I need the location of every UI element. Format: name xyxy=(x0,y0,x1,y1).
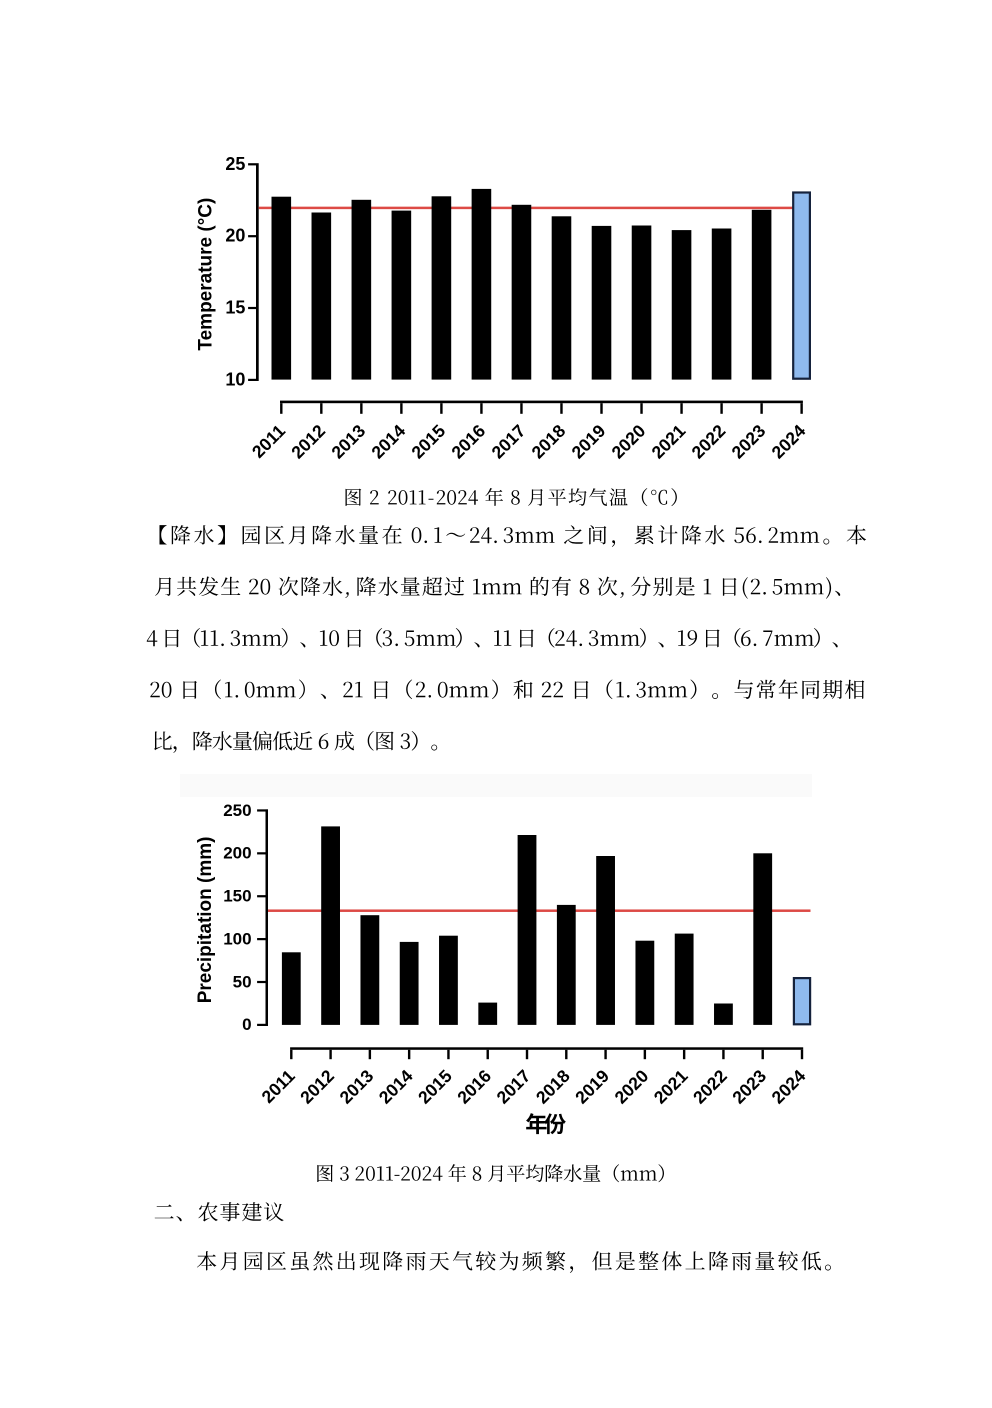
svg-text:2015: 2015 xyxy=(407,421,449,463)
svg-text:2018: 2018 xyxy=(532,1066,574,1108)
svg-text:100: 100 xyxy=(223,929,251,948)
svg-text:50: 50 xyxy=(233,972,252,991)
svg-text:2021: 2021 xyxy=(650,1066,692,1108)
svg-text:2013: 2013 xyxy=(327,421,369,463)
svg-text:2017: 2017 xyxy=(488,421,530,463)
svg-text:2021: 2021 xyxy=(648,421,690,463)
svg-text:150: 150 xyxy=(223,887,251,906)
svg-text:2023: 2023 xyxy=(728,421,770,463)
svg-text:2011: 2011 xyxy=(248,421,289,462)
svg-text:250: 250 xyxy=(223,801,251,820)
svg-text:2019: 2019 xyxy=(568,421,610,463)
svg-text:Temperature (°C): Temperature (°C) xyxy=(195,198,216,351)
svg-text:2012: 2012 xyxy=(296,1066,338,1108)
svg-text:2020: 2020 xyxy=(611,1066,653,1108)
svg-text:Precipitation (mm): Precipitation (mm) xyxy=(195,836,216,1003)
svg-text:2022: 2022 xyxy=(688,421,730,463)
svg-text:0: 0 xyxy=(242,1015,251,1034)
svg-text:2017: 2017 xyxy=(493,1066,535,1108)
svg-text:2013: 2013 xyxy=(336,1066,378,1108)
svg-text:25: 25 xyxy=(225,154,245,174)
svg-text:10: 10 xyxy=(225,369,245,389)
svg-text:2016: 2016 xyxy=(453,1066,495,1108)
svg-text:2024: 2024 xyxy=(768,1066,810,1108)
svg-text:2022: 2022 xyxy=(689,1066,731,1108)
svg-text:2020: 2020 xyxy=(608,421,650,463)
svg-text:2014: 2014 xyxy=(367,421,409,463)
svg-text:2018: 2018 xyxy=(528,421,570,463)
svg-text:2016: 2016 xyxy=(447,421,489,463)
svg-text:2012: 2012 xyxy=(287,421,329,463)
svg-text:2024: 2024 xyxy=(768,421,810,463)
svg-text:20: 20 xyxy=(225,226,245,246)
svg-text:200: 200 xyxy=(223,844,251,863)
svg-text:2011: 2011 xyxy=(258,1066,299,1107)
svg-text:2014: 2014 xyxy=(375,1066,417,1108)
svg-text:2023: 2023 xyxy=(728,1066,770,1108)
svg-text:2019: 2019 xyxy=(571,1066,613,1108)
svg-text:15: 15 xyxy=(225,298,245,318)
svg-text:2015: 2015 xyxy=(414,1066,456,1108)
